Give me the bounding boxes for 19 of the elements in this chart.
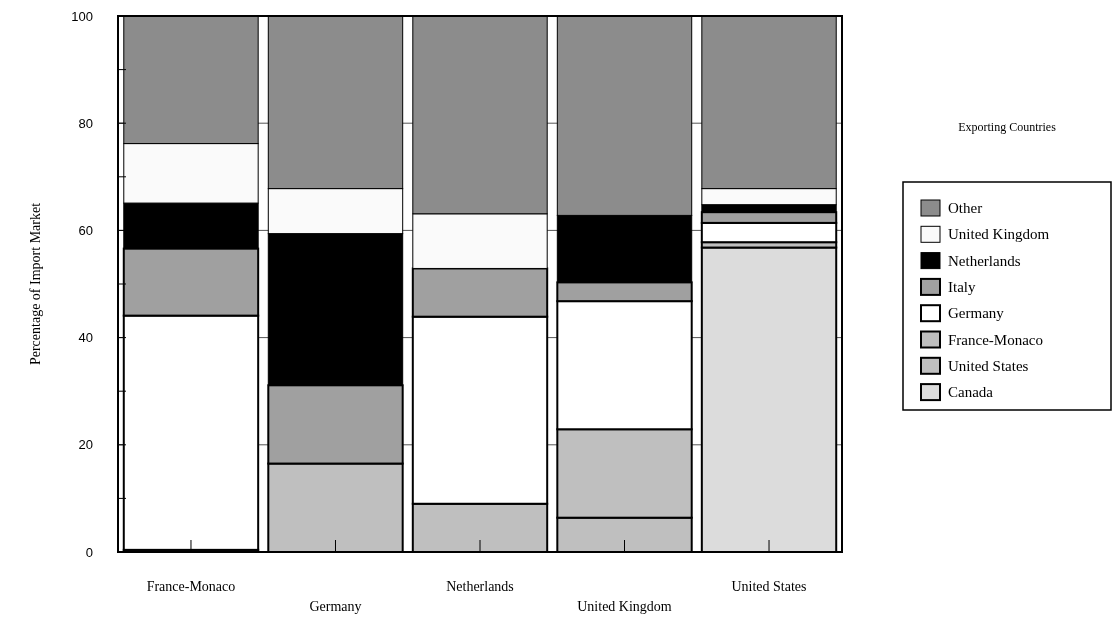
x-tick-label: France-Monaco: [146, 579, 236, 594]
legend-title: Exporting Countries: [958, 120, 1057, 134]
y-tick-label: 100: [71, 8, 93, 24]
legend-label: Netherlands: [948, 252, 1021, 269]
legend-label: France-Monaco: [948, 331, 1043, 348]
x-tick-label: United States: [731, 579, 807, 594]
x-tick-label: Netherlands: [446, 579, 514, 594]
y-tick-label: 60: [78, 222, 93, 238]
legend-label: United States: [948, 357, 1029, 374]
legend-label: Other: [948, 200, 983, 216]
y-axis-title: Percentage of Import Market: [28, 202, 43, 366]
y-tick-label: 40: [78, 330, 93, 346]
y-tick-label: 20: [78, 437, 93, 453]
y-tick-label: 0: [85, 544, 93, 560]
legend-label: Italy: [948, 278, 976, 295]
legend-label: Germany: [948, 305, 1005, 322]
legend-label: Canada: [948, 384, 994, 401]
legend-label: United Kingdom: [948, 226, 1050, 243]
y-tick-label: 80: [78, 115, 93, 131]
